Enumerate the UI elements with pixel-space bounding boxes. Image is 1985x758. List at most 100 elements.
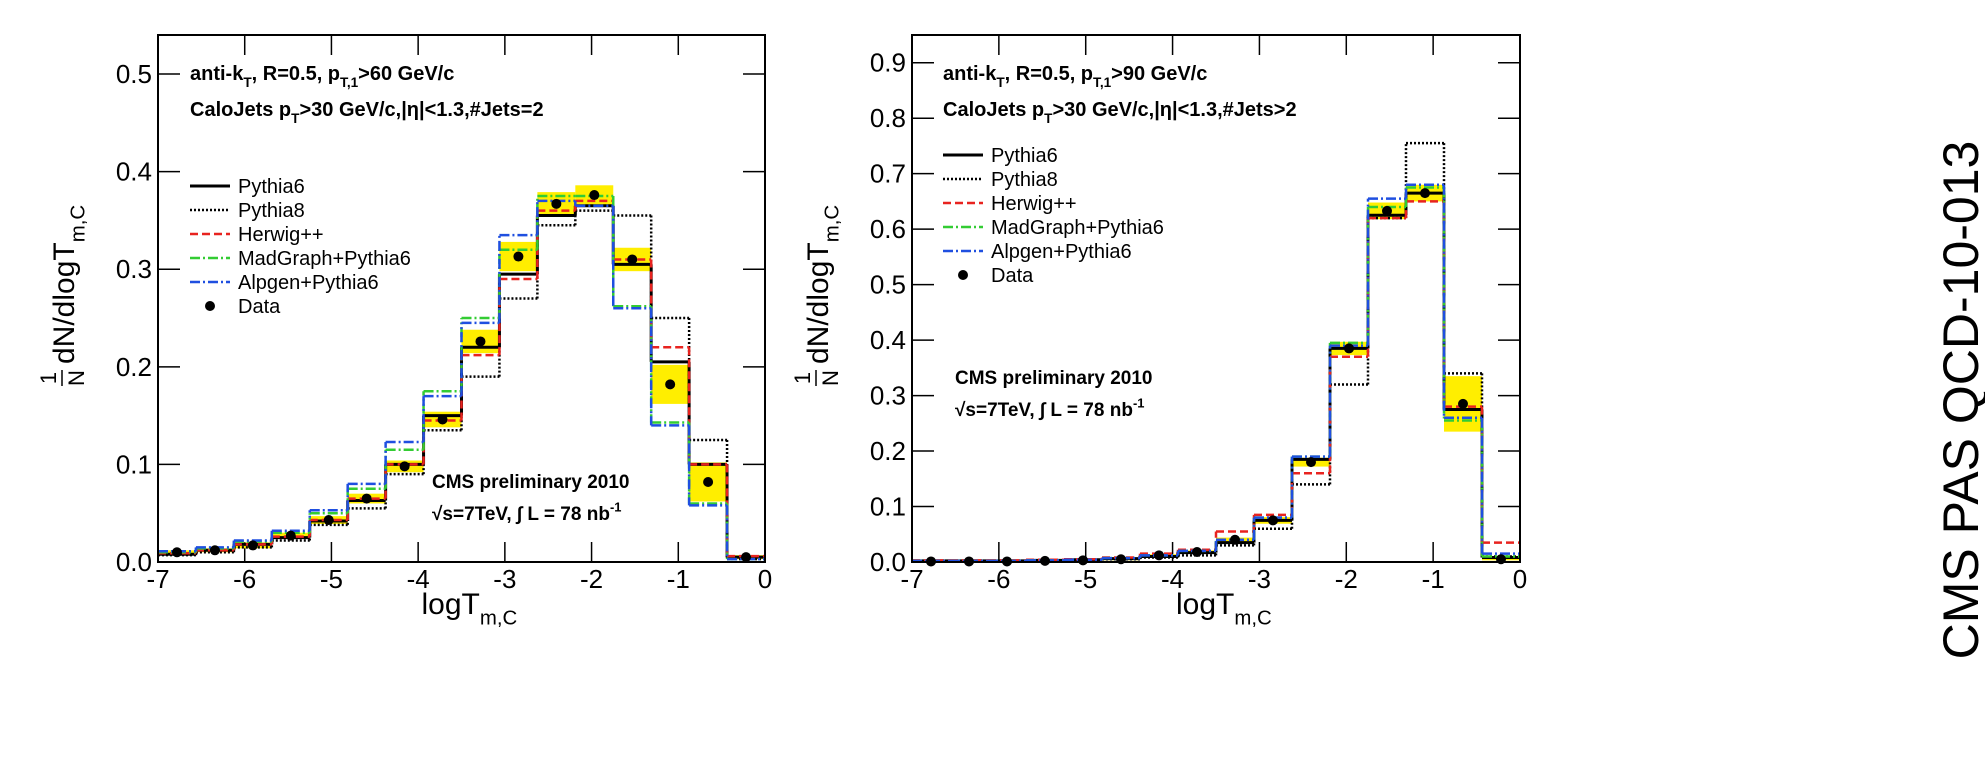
data-point	[1344, 343, 1354, 354]
annotation: CaloJets pT>30 GeV/c,|η|<1.3,#Jets=2	[190, 99, 544, 126]
x-axis-label: logTm,C	[1176, 588, 1272, 630]
cms-label: CMS preliminary 2010	[955, 368, 1152, 389]
side-label-group: CMS PAS QCD-10-013	[1933, 141, 1985, 660]
annotation-part: >30 GeV/c,|η|<1.3,#Jets>2	[1052, 99, 1296, 121]
y-label-text-part: dN/dlogT	[802, 242, 835, 364]
y-label-numerator: 1	[36, 372, 61, 384]
x-tick-label: -3	[493, 564, 516, 594]
legend-swatch	[958, 270, 968, 280]
x-tick-label: -7	[900, 564, 923, 594]
plot-frame	[911, 34, 1521, 563]
data-point	[171, 547, 182, 558]
cms-label-part: -1	[610, 499, 621, 514]
legend-label: Data	[991, 265, 1034, 287]
x-tick-label: -7	[146, 564, 169, 594]
x-tick-label: -4	[1161, 564, 1184, 594]
y-label-denominator: N	[818, 370, 843, 386]
data-point	[1458, 398, 1468, 409]
x-tick-label: -5	[1074, 564, 1097, 594]
x-tick-label: 0	[1513, 564, 1527, 594]
cms-label: √s=7TeV, ∫ L = 78 nb-1	[432, 499, 621, 525]
y-label-denominator: N	[64, 370, 89, 386]
annotation-part: , R=0.5, p	[1005, 63, 1093, 85]
y-label-text-part: m,C	[822, 205, 844, 242]
annotation-part: anti-k	[943, 63, 997, 85]
legend-label: Herwig++	[991, 193, 1077, 215]
y-label-text-part: m,C	[68, 205, 90, 242]
annotation-part: >90 GeV/c	[1111, 63, 1207, 85]
annotation-part: CaloJets p	[943, 99, 1044, 121]
legend-label: Alpgen+Pythia6	[238, 272, 379, 294]
data-point	[475, 336, 486, 347]
cms-label-part: CMS preliminary 2010	[955, 368, 1152, 389]
y-tick-label: 0.5	[870, 270, 906, 300]
x-tick-label: -4	[407, 564, 430, 594]
legend-label: Data	[238, 296, 281, 318]
legend-label: Herwig++	[238, 224, 324, 246]
y-tick-label: 0.4	[870, 325, 906, 355]
y-label-text: dN/dlogTm,C	[48, 205, 90, 364]
annotation-part: CaloJets p	[190, 99, 291, 121]
data-point	[209, 545, 220, 556]
y-tick-label: 0.4	[116, 157, 152, 187]
legend-label: MadGraph+Pythia6	[991, 217, 1164, 239]
y-tick-label: 0.3	[870, 381, 906, 411]
x-axis-label-part: logT	[1176, 588, 1234, 621]
cms-label-part: √s=7TeV, ∫ L = 78 nb	[955, 400, 1133, 421]
data-point	[285, 530, 296, 541]
data-point	[247, 540, 258, 551]
data-point	[1230, 534, 1240, 545]
y-tick-label: 0.2	[116, 352, 152, 382]
x-axis-label-part: m,C	[1234, 608, 1271, 630]
plot-frame	[157, 34, 766, 563]
y-axis-label: 1 NdN/dlogTm,C	[790, 205, 844, 386]
data-point	[741, 552, 752, 563]
data-point	[1306, 457, 1316, 468]
y-tick-label: 0.9	[870, 48, 906, 78]
cms-label: √s=7TeV, ∫ L = 78 nb-1	[955, 395, 1144, 421]
legend-swatch	[205, 301, 215, 311]
data-point	[399, 461, 410, 472]
y-axis-label: 1 NdN/dlogTm,C	[36, 205, 90, 386]
y-tick-label: 0.8	[870, 103, 906, 133]
data-point	[1420, 188, 1430, 199]
cms-label-part: √s=7TeV, ∫ L = 78 nb	[432, 504, 610, 525]
x-tick-label: -6	[987, 564, 1010, 594]
data-point	[1154, 550, 1164, 561]
y-label-numerator: 1	[790, 372, 815, 384]
x-tick-label: -5	[320, 564, 343, 594]
y-tick-label: 0.3	[116, 254, 152, 284]
x-tick-label: -1	[667, 564, 690, 594]
y-label-text-part: dN/dlogT	[48, 242, 81, 364]
annotation-part: >30 GeV/c,|η|<1.3,#Jets=2	[299, 99, 543, 121]
annotation-part: >60 GeV/c	[358, 63, 454, 85]
annotation-part: T,1	[340, 75, 359, 90]
legend-label: Pythia8	[238, 200, 305, 222]
annotation: CaloJets pT>30 GeV/c,|η|<1.3,#Jets>2	[943, 99, 1297, 126]
y-label-text: dN/dlogTm,C	[802, 205, 844, 364]
annotation: anti-kT, R=0.5, pT,1>60 GeV/c	[190, 63, 454, 90]
y-tick-label: 0.1	[870, 492, 906, 522]
data-point	[361, 493, 372, 504]
annotation-part: T	[996, 75, 1005, 90]
x-tick-label: 0	[758, 564, 772, 594]
data-point	[1078, 555, 1088, 566]
annotation-part: T,1	[1093, 75, 1112, 90]
data-point	[627, 254, 638, 265]
legend-label: Alpgen+Pythia6	[991, 241, 1132, 263]
x-axis-label: logTm,C	[422, 588, 518, 630]
x-tick-label: -2	[580, 564, 603, 594]
annotation-part: T	[1044, 111, 1053, 126]
legend-label: Pythia6	[238, 176, 305, 198]
y-tick-label: 0.6	[870, 214, 906, 244]
annotation-part: T	[291, 111, 300, 126]
x-axis-label-part: logT	[422, 588, 480, 621]
legend-label: MadGraph+Pythia6	[238, 248, 411, 270]
data-point	[551, 198, 562, 209]
data-point	[589, 190, 600, 201]
cms-label-part: -1	[1133, 395, 1144, 410]
data-point	[323, 515, 334, 526]
annotation-part: , R=0.5, p	[252, 63, 340, 85]
y-tick-label: 0.5	[116, 59, 152, 89]
